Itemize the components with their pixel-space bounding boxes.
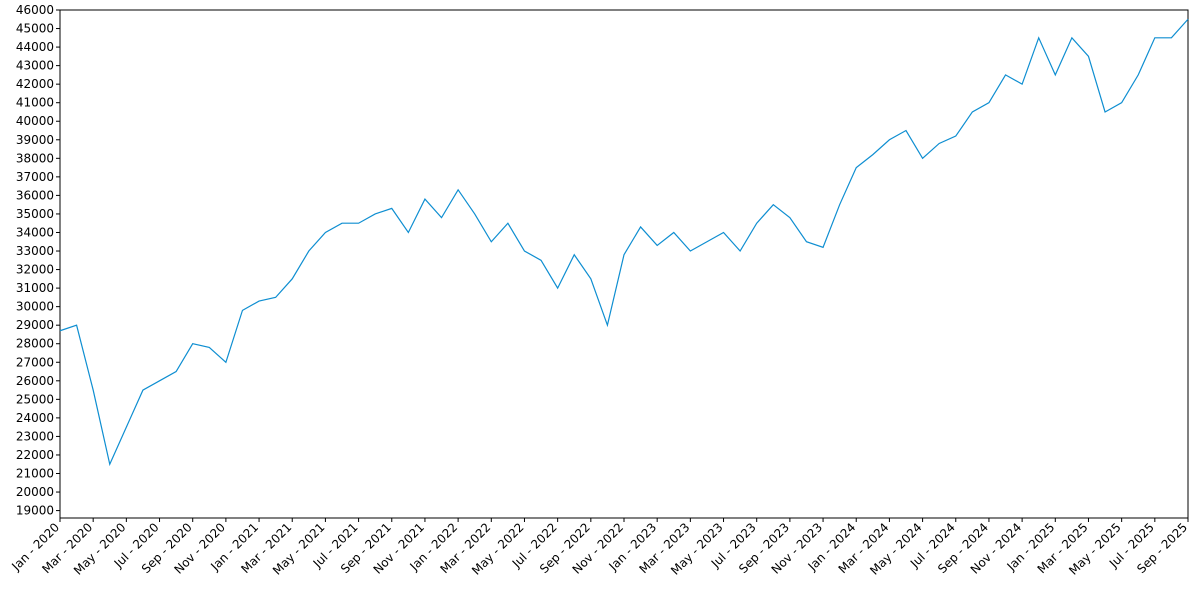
y-tick-label: 34000 xyxy=(16,225,54,239)
y-tick-label: 19000 xyxy=(16,504,54,518)
y-tick-label: 22000 xyxy=(16,448,54,462)
y-tick-label: 36000 xyxy=(16,188,54,202)
y-tick-label: 21000 xyxy=(16,467,54,481)
y-tick-label: 28000 xyxy=(16,337,54,351)
y-tick-label: 39000 xyxy=(16,133,54,147)
y-tick-label: 46000 xyxy=(16,3,54,17)
y-tick-label: 41000 xyxy=(16,96,54,110)
y-tick-label: 43000 xyxy=(16,59,54,73)
y-tick-label: 33000 xyxy=(16,244,54,258)
y-tick-label: 44000 xyxy=(16,40,54,54)
y-tick-label: 38000 xyxy=(16,151,54,165)
y-tick-label: 35000 xyxy=(16,207,54,221)
y-tick-label: 23000 xyxy=(16,429,54,443)
y-tick-label: 20000 xyxy=(16,485,54,499)
y-tick-label: 24000 xyxy=(16,411,54,425)
y-tick-label: 40000 xyxy=(16,114,54,128)
y-tick-label: 37000 xyxy=(16,170,54,184)
y-tick-label: 26000 xyxy=(16,374,54,388)
y-tick-label: 25000 xyxy=(16,392,54,406)
y-tick-label: 29000 xyxy=(16,318,54,332)
y-tick-label: 42000 xyxy=(16,77,54,91)
y-tick-label: 32000 xyxy=(16,263,54,277)
y-tick-label: 30000 xyxy=(16,300,54,314)
y-tick-label: 27000 xyxy=(16,355,54,369)
y-tick-label: 31000 xyxy=(16,281,54,295)
line-series xyxy=(59,18,1189,467)
plot-frame xyxy=(59,9,1189,519)
y-tick-label: 45000 xyxy=(16,22,54,36)
